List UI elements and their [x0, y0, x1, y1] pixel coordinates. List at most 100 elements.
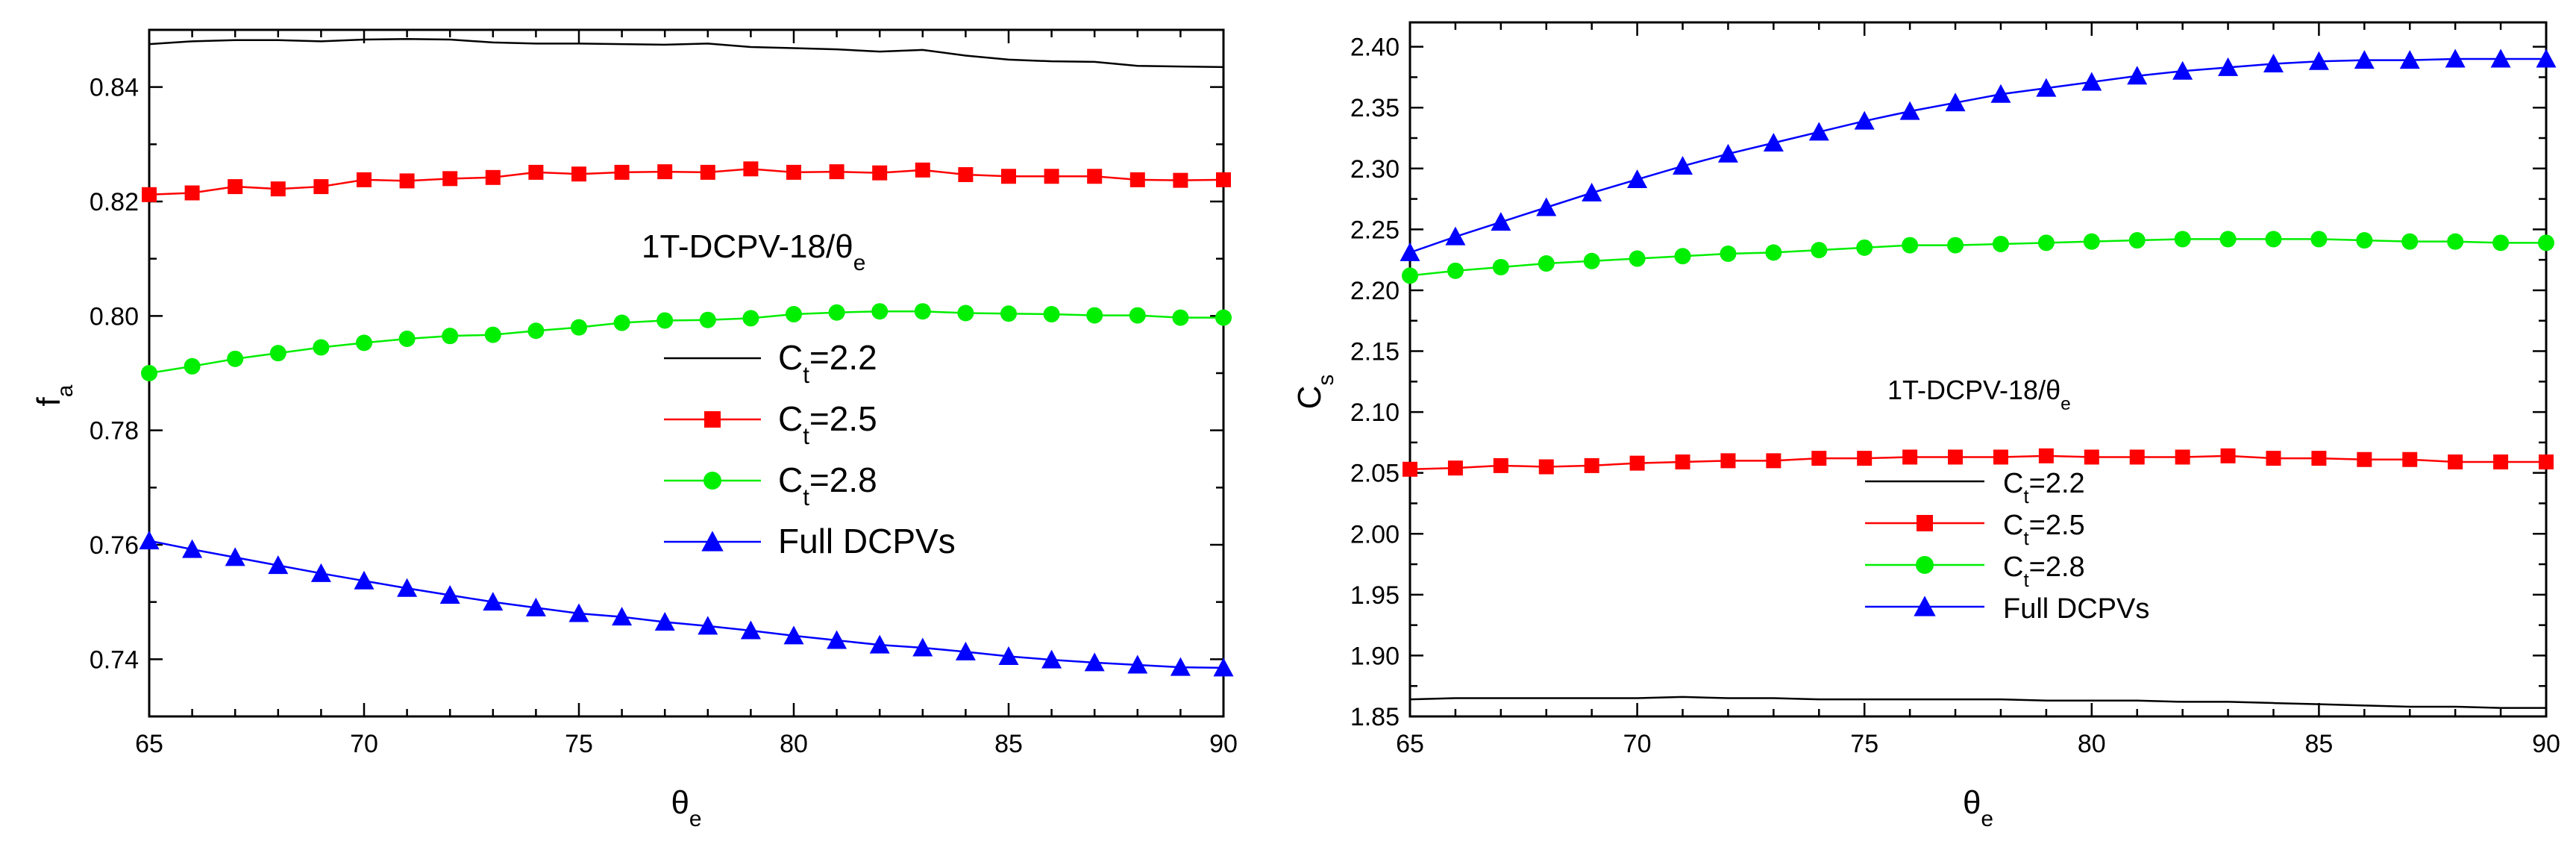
- legend-label-main: C: [2003, 552, 2023, 583]
- data-point: [1990, 84, 2011, 103]
- y-tick-label: 2.20: [1350, 277, 1400, 305]
- data-point: [1675, 454, 1690, 469]
- series-2: [141, 303, 1232, 381]
- data-point: [227, 350, 244, 367]
- data-point: [313, 339, 330, 356]
- y-tick-label: 2.05: [1350, 460, 1400, 488]
- data-point: [1674, 248, 1691, 265]
- data-point: [139, 531, 160, 550]
- legend-label-main: Full DCPVs: [2003, 593, 2149, 625]
- data-point: [310, 563, 331, 582]
- data-point: [1902, 237, 1919, 254]
- data-point: [1215, 309, 1232, 326]
- x-tick-label: 65: [1396, 730, 1424, 758]
- data-point: [827, 630, 847, 649]
- data-point: [2081, 72, 2102, 91]
- data-point: [357, 172, 372, 187]
- legend-label-main: C: [2003, 468, 2023, 499]
- data-point: [442, 171, 458, 187]
- data-point: [527, 322, 545, 340]
- data-point: [871, 303, 889, 320]
- data-point: [700, 164, 715, 180]
- series-2: [1402, 231, 2554, 284]
- data-point: [1629, 455, 1645, 471]
- data-point: [2127, 66, 2148, 85]
- data-point: [1447, 460, 1463, 476]
- data-point: [1584, 457, 1599, 473]
- data-point: [1400, 242, 1420, 261]
- data-point: [1447, 262, 1464, 279]
- data-point: [2448, 454, 2463, 469]
- data-point: [1041, 649, 1062, 669]
- y-tick-label: 0.84: [90, 74, 139, 102]
- data-point: [2175, 449, 2190, 465]
- data-point: [1720, 453, 1736, 469]
- data-point: [1856, 239, 1873, 256]
- x-axis-label: θe: [671, 784, 701, 831]
- y-axis-label-sub: a: [53, 384, 78, 397]
- series-line: [1409, 454, 2546, 471]
- chart-title: 1T-DCPV-18/θe: [642, 228, 865, 275]
- data-point: [483, 592, 504, 611]
- x-tick-label: 75: [565, 730, 593, 758]
- legend-label: Full DCPVs: [2003, 593, 2149, 625]
- data-point: [225, 547, 245, 566]
- data-point: [439, 584, 460, 604]
- data-point: [397, 578, 418, 597]
- data-point: [1766, 453, 1781, 469]
- data-point: [1673, 156, 1693, 175]
- data-point: [268, 555, 289, 575]
- legend-label-sub: t: [2023, 570, 2028, 591]
- data-point: [2266, 451, 2281, 466]
- chart-title-main: 1T-DCPV-18/θ: [642, 228, 853, 265]
- y-tick-label: 2.10: [1350, 399, 1400, 427]
- data-point: [2402, 452, 2418, 467]
- legend-label-rest: =2.2: [2029, 468, 2085, 499]
- data-point: [657, 164, 673, 180]
- data-point: [612, 607, 633, 626]
- data-point: [1216, 172, 1231, 187]
- legend-label-main: Full DCPVs: [778, 522, 956, 560]
- data-point: [1582, 182, 1602, 201]
- data-point: [1044, 169, 1059, 184]
- data-point: [1945, 93, 1966, 112]
- x-tick-label: 70: [350, 730, 378, 758]
- data-point: [2354, 50, 2375, 69]
- data-point: [1129, 307, 1146, 324]
- data-point: [1172, 309, 1189, 326]
- data-point: [141, 365, 157, 381]
- data-point: [2490, 49, 2511, 68]
- data-point: [1538, 255, 1555, 272]
- legend-label-rest: =2.8: [2029, 552, 2085, 583]
- data-point: [912, 637, 933, 657]
- data-point: [1854, 110, 1875, 130]
- data-point: [872, 165, 888, 181]
- series-1: [1403, 448, 2554, 477]
- x-tick-label: 70: [1623, 730, 1652, 758]
- legend-marker: [704, 411, 721, 428]
- data-point: [2037, 234, 2055, 251]
- data-point: [915, 162, 930, 178]
- legend-label-sub: t: [803, 362, 809, 388]
- legend-label-main: C: [2003, 510, 2023, 541]
- data-point: [2174, 231, 2191, 248]
- data-point: [1947, 237, 1964, 254]
- y-tick-label: 0.74: [90, 646, 139, 674]
- data-point: [2401, 233, 2419, 250]
- data-point: [1129, 172, 1145, 187]
- y-tick-label: 2.15: [1350, 338, 1400, 366]
- legend-marker: [1917, 515, 1933, 531]
- data-point: [2263, 53, 2284, 72]
- x-tick-label: 85: [2304, 730, 2333, 758]
- x-axis-label-sub: e: [689, 807, 702, 831]
- data-point: [1084, 652, 1105, 672]
- y-tick-label: 2.00: [1350, 520, 1400, 549]
- legend-label: Ct=2.8: [778, 460, 877, 510]
- data-point: [1170, 657, 1191, 676]
- y-tick-label: 2.35: [1350, 94, 1400, 122]
- data-point: [1000, 305, 1017, 322]
- y-tick-label: 0.82: [90, 188, 139, 216]
- data-point: [1043, 306, 1060, 323]
- chart-title-sub: e: [2061, 394, 2071, 414]
- data-point: [1445, 226, 1466, 246]
